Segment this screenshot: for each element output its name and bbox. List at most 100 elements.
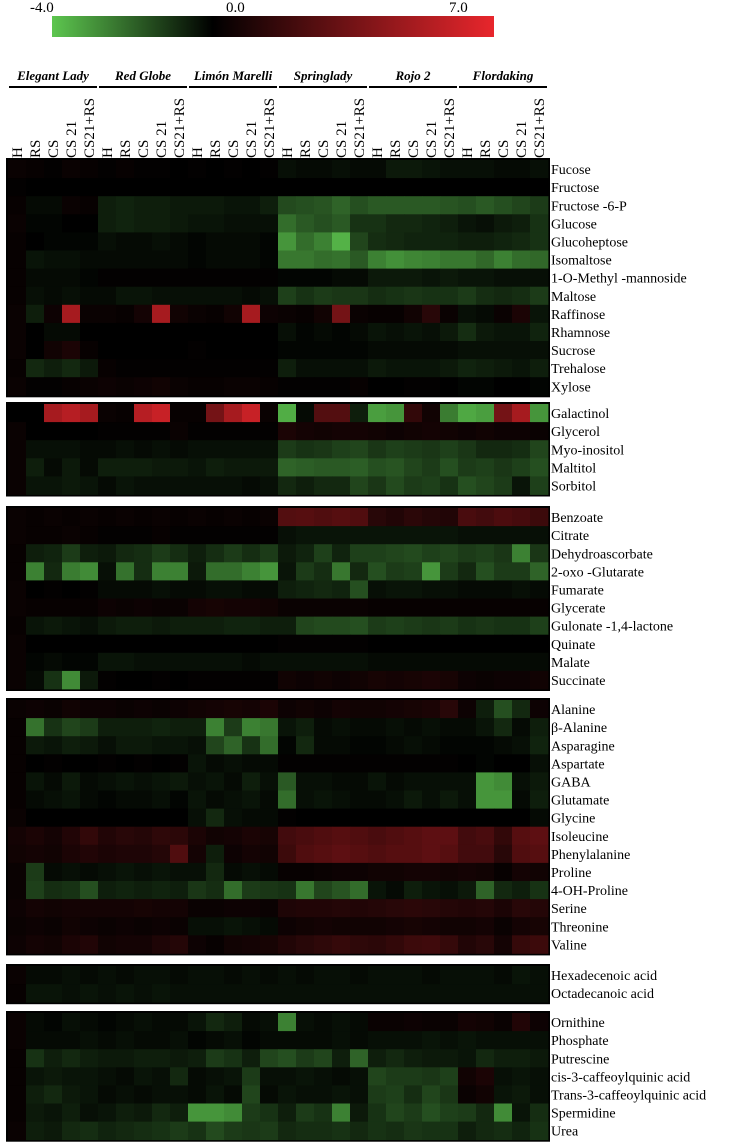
heatmap-cell xyxy=(8,736,27,755)
heatmap-cell xyxy=(224,1085,243,1104)
row-label: Quinate xyxy=(551,638,595,653)
heatmap-cell xyxy=(278,250,297,269)
heatmap-cell xyxy=(116,826,135,846)
heatmap-cell xyxy=(476,700,495,719)
heatmap-cell xyxy=(458,790,477,809)
heatmap-cell xyxy=(170,160,189,179)
heatmap-cell xyxy=(170,458,189,477)
heatmap-cell xyxy=(296,268,315,288)
heatmap-cell xyxy=(368,178,387,197)
heatmap-cell xyxy=(170,754,189,773)
heatmap-cell xyxy=(44,966,63,985)
heatmap-cell xyxy=(458,322,477,342)
heatmap-cell xyxy=(530,341,549,360)
heatmap-cell xyxy=(116,808,135,828)
heatmap-cell xyxy=(152,440,171,459)
heatmap-cell xyxy=(8,790,27,809)
heatmap-cell xyxy=(242,562,261,581)
heatmap-cell xyxy=(458,881,477,900)
column-label: CS xyxy=(316,140,332,158)
heatmap-cell xyxy=(404,404,423,423)
heatmap-cell xyxy=(422,341,441,360)
heatmap-cell xyxy=(80,458,99,477)
heatmap-cell xyxy=(80,736,99,755)
heatmap-cell xyxy=(44,754,63,773)
heatmap-cell xyxy=(278,718,297,737)
heatmap-cell xyxy=(224,899,243,918)
heatmap-cell xyxy=(134,670,153,690)
heatmap-cell xyxy=(260,862,279,882)
heatmap-cell xyxy=(8,508,27,527)
heatmap-cell xyxy=(494,790,513,809)
heatmap-cell xyxy=(512,562,531,581)
heatmap-cell xyxy=(224,935,243,954)
heatmap-cell xyxy=(278,754,297,773)
heatmap-cell xyxy=(152,214,171,233)
heatmap-cell xyxy=(80,598,99,617)
heatmap-cell xyxy=(224,1103,243,1122)
heatmap-cell xyxy=(296,562,315,581)
heatmap-cell xyxy=(458,458,477,477)
row-label: Phenylalanine xyxy=(551,848,630,863)
heatmap-cell xyxy=(98,984,117,1003)
heatmap-cell xyxy=(332,935,351,954)
heatmap-cell xyxy=(422,1103,441,1122)
heatmap-cell xyxy=(260,754,279,773)
heatmap-cell xyxy=(170,652,189,672)
heatmap-cell xyxy=(350,196,369,215)
heatmap-cell xyxy=(476,966,495,985)
heatmap-cell xyxy=(350,268,369,288)
heatmap-cell xyxy=(188,935,207,954)
row-label: Phosphate xyxy=(551,1034,609,1049)
heatmap-cell xyxy=(386,404,405,423)
heatmap-cell xyxy=(134,826,153,846)
heatmap-cell xyxy=(386,160,405,179)
heatmap-cell xyxy=(350,458,369,477)
heatmap-cell xyxy=(368,196,387,215)
heatmap-cell xyxy=(494,404,513,423)
heatmap-cell xyxy=(26,341,45,360)
heatmap-cell xyxy=(8,1067,27,1086)
heatmap-cell xyxy=(422,598,441,617)
heatmap-cell xyxy=(440,917,459,936)
heatmap-cell xyxy=(134,808,153,828)
heatmap-cell xyxy=(98,440,117,459)
heatmap-cell xyxy=(332,772,351,791)
heatmap-cell xyxy=(134,1085,153,1104)
heatmap-cell xyxy=(224,458,243,477)
heatmap-cell xyxy=(152,808,171,828)
heatmap-cell xyxy=(440,736,459,755)
column-label: CS 21 xyxy=(64,121,80,158)
heatmap-cell xyxy=(440,458,459,477)
heatmap-cell xyxy=(44,1013,63,1032)
heatmap-cell xyxy=(206,476,225,495)
heatmap-cell xyxy=(134,772,153,791)
heatmap-cell xyxy=(224,966,243,985)
heatmap-cell xyxy=(296,670,315,690)
heatmap-cell xyxy=(242,286,261,306)
heatmap-cell xyxy=(332,508,351,527)
heatmap-cell xyxy=(188,1013,207,1032)
heatmap-cell xyxy=(224,508,243,527)
heatmap-cell xyxy=(404,1013,423,1032)
heatmap-cell xyxy=(116,966,135,985)
heatmap-cell xyxy=(494,160,513,179)
heatmap-cell xyxy=(422,580,441,599)
heatmap-cell xyxy=(440,772,459,791)
heatmap-cell xyxy=(296,377,315,396)
heatmap-cell xyxy=(26,440,45,459)
heatmap-cell xyxy=(422,1049,441,1068)
heatmap-cell xyxy=(188,580,207,599)
heatmap-cell xyxy=(170,917,189,936)
row-label: Glucose xyxy=(551,217,597,232)
heatmap-cell xyxy=(242,862,261,882)
heatmap-cell xyxy=(80,754,99,773)
heatmap-cell xyxy=(116,616,135,636)
heatmap-cell xyxy=(26,377,45,396)
column-labels: H RS CS CS 21 CS21+RS H RS CS CS 21 CS21+RS H RS CS C… xyxy=(10,98,548,158)
heatmap-cell xyxy=(152,178,171,197)
heatmap-cell xyxy=(80,544,99,563)
heatmap-cell xyxy=(44,652,63,672)
heatmap-cell xyxy=(512,881,531,900)
heatmap-cell xyxy=(368,772,387,791)
